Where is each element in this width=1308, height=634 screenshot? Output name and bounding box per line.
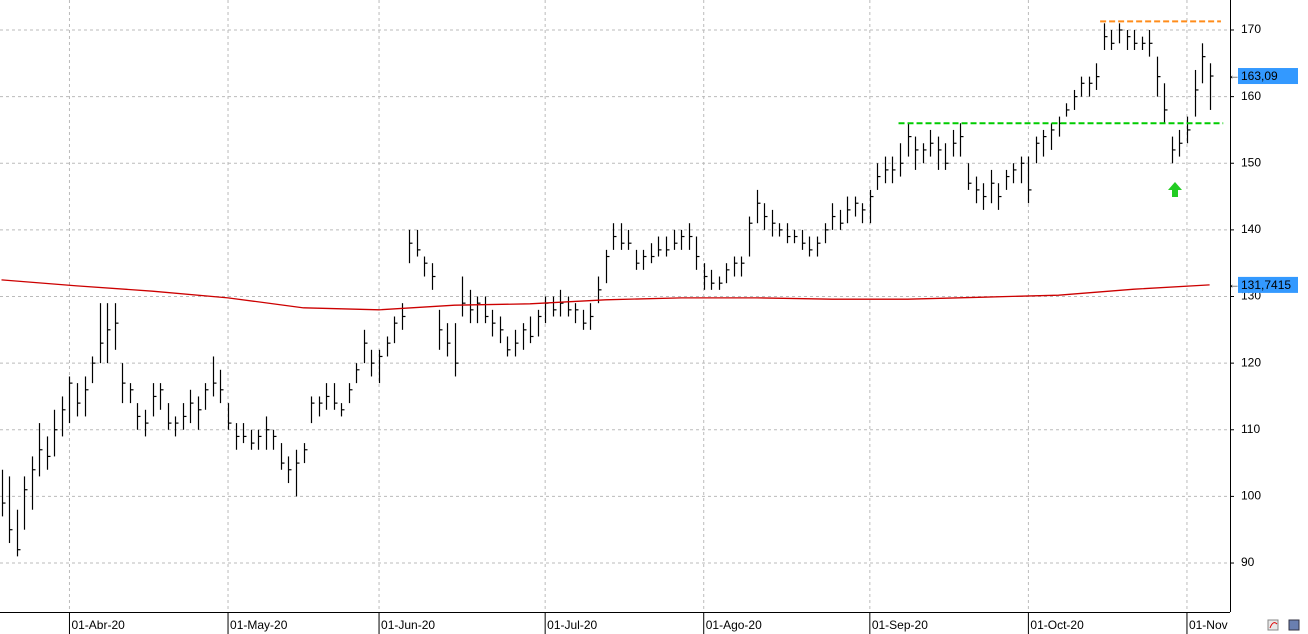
save-icon[interactable] — [1288, 619, 1300, 631]
icon-glyph — [1269, 622, 1278, 629]
x-tick-label: 01-May-20 — [230, 618, 288, 632]
x-tick-label: 01-Ago-20 — [706, 618, 762, 632]
tag-pointer: ← — [1228, 277, 1240, 291]
x-tick-label: 01-Jun-20 — [381, 618, 435, 632]
icon[interactable] — [1267, 619, 1279, 631]
x-tick-label: 01-Nov — [1189, 618, 1228, 632]
price-tag — [1238, 276, 1298, 293]
tag-pointer: ← — [1228, 68, 1240, 82]
y-tick-label: 140 — [1241, 222, 1261, 236]
y-tick-label: 170 — [1241, 22, 1261, 36]
y-tick-label: 150 — [1241, 155, 1261, 169]
price-tag-label: 163,09 — [1241, 69, 1278, 83]
y-tick-label: 120 — [1241, 355, 1261, 369]
y-tick-label: 110 — [1241, 422, 1260, 436]
moving-average — [1, 279, 1210, 311]
y-tick-label: 160 — [1241, 89, 1261, 103]
x-tick-label: 01-Oct-20 — [1030, 618, 1084, 632]
y-tick-label: 100 — [1241, 489, 1261, 503]
toolbar-icons — [1267, 619, 1300, 631]
y-tick-label: 90 — [1241, 555, 1255, 569]
x-tick-label: 01-Jul-20 — [547, 618, 597, 632]
price-tag — [1238, 68, 1298, 85]
up-arrow — [1168, 182, 1182, 197]
x-tick-label: 01-Sep-20 — [872, 618, 928, 632]
price-tag-label: 131,7415 — [1241, 278, 1291, 292]
x-tick-label: 01-Abr-20 — [71, 618, 125, 632]
